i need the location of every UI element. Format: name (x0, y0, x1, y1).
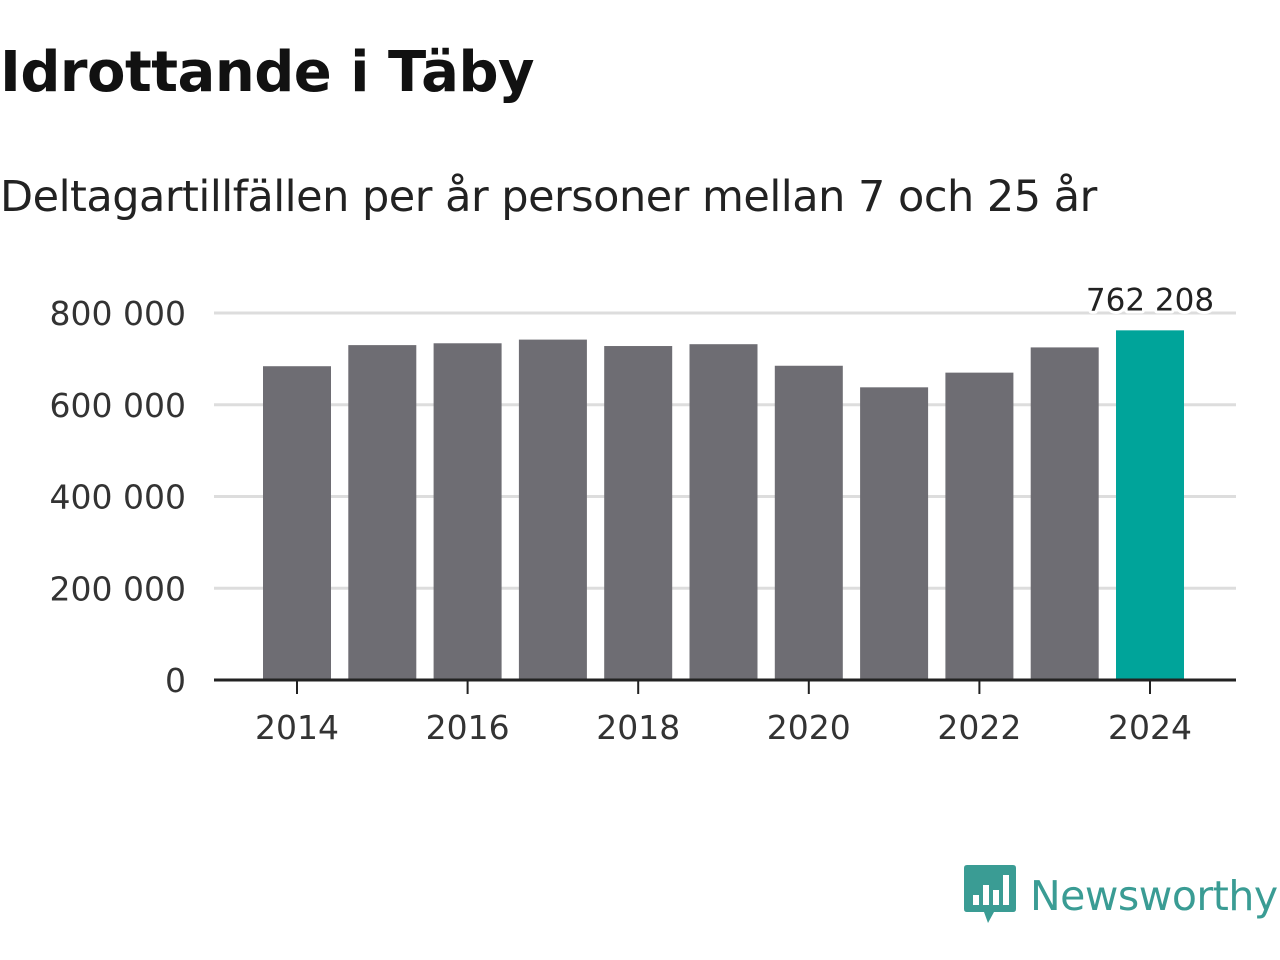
brand-logo: Newsworthy (964, 864, 1278, 928)
bar-2024 (1116, 330, 1184, 680)
x-tick-label: 2022 (937, 708, 1021, 747)
x-tick-label: 2020 (767, 708, 851, 747)
chart-subtitle: Deltagartillfällen per år personer mella… (0, 172, 1097, 222)
y-tick-label: 0 (165, 661, 186, 700)
x-tick-label: 2024 (1108, 708, 1192, 747)
y-tick-label: 800 000 (50, 294, 186, 333)
bar-2018 (604, 346, 673, 680)
bar-chart: 0 200 000 400 000 600 000 800 000 762 208 2014… (50, 279, 1236, 747)
bar-2019 (689, 344, 758, 680)
bar-2017 (518, 339, 587, 680)
bar-2022 (945, 372, 1014, 680)
y-tick-label: 400 000 (50, 478, 186, 517)
data-label-2024: 762 208 (1086, 282, 1214, 318)
x-tick-label: 2014 (255, 708, 339, 747)
bar-2014 (263, 366, 331, 680)
x-tick-label: 2018 (596, 708, 680, 747)
chart-title: Idrottande i Täby (0, 40, 535, 105)
brand-name: Newsworthy (1030, 872, 1278, 920)
bar-2021 (860, 387, 929, 680)
y-tick-label: 600 000 (50, 386, 186, 425)
bar-2016 (433, 343, 502, 680)
y-tick-label: 200 000 (50, 569, 186, 608)
x-tick-label: 2016 (426, 708, 510, 747)
bar-2023 (1030, 347, 1099, 680)
newsworthy-logo-icon (964, 865, 1016, 923)
bar-2015 (348, 345, 417, 680)
bar-2020 (774, 365, 843, 680)
